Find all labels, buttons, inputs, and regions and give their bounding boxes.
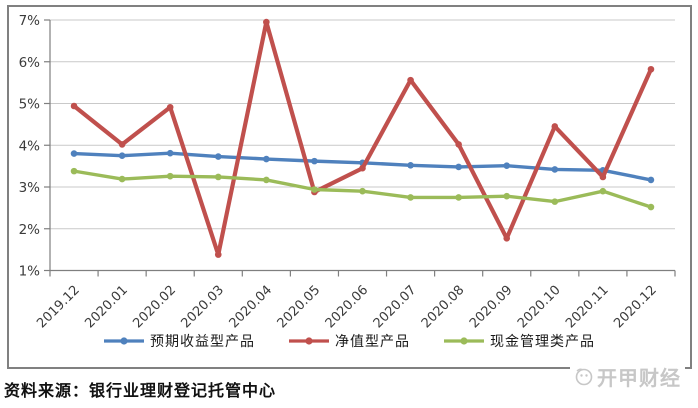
data-point: [118, 152, 126, 159]
y-tick-label: 1%: [19, 264, 41, 280]
x-tick-label: 2020.06: [323, 283, 372, 332]
logo-icon: [575, 368, 593, 386]
data-point: [118, 175, 126, 183]
y-tick-label: 6%: [19, 55, 41, 71]
x-tick-label: 2020.09: [467, 283, 516, 332]
data-point: [503, 235, 511, 242]
data-point: [359, 164, 366, 172]
x-tick-label: 2020.01: [82, 283, 131, 332]
legend-marker: [444, 337, 484, 345]
legend-marker: [289, 337, 329, 345]
legend-label: 预期收益型产品: [150, 334, 255, 350]
y-tick-label: 5%: [19, 97, 41, 113]
data-point: [503, 162, 511, 170]
legend-item-1: 净值型产品: [289, 331, 410, 351]
data-point: [455, 141, 462, 148]
x-tick-label: 2020.12: [611, 283, 660, 332]
x-tick-label: 2020.08: [419, 283, 468, 332]
x-tick-label: 2020.11: [563, 283, 612, 332]
data-point: [214, 153, 222, 160]
data-point: [551, 123, 559, 130]
x-tick-label: 2020.04: [227, 283, 276, 332]
y-tick-label: 4%: [19, 138, 41, 154]
y-tick-label: 3%: [19, 180, 41, 196]
data-point: [214, 251, 222, 258]
data-point: [407, 76, 414, 84]
series-line-1: [71, 19, 654, 257]
data-point: [166, 172, 174, 180]
y-tick-label: 2%: [19, 222, 41, 238]
data-point: [166, 103, 174, 111]
data-point: [407, 194, 414, 201]
legend-item-0: 预期收益型产品: [104, 331, 255, 351]
data-point: [263, 18, 270, 26]
data-point: [647, 176, 655, 184]
source-note: 资料来源：银行业理财登记托管中心: [4, 383, 277, 400]
data-point: [647, 65, 655, 73]
data-point: [551, 166, 559, 173]
x-tick-label: 2020.05: [275, 283, 324, 332]
data-point: [551, 198, 559, 205]
data-point: [407, 161, 414, 169]
logo-text: 开甲财经: [597, 365, 681, 390]
data-point: [311, 186, 318, 193]
x-tick-label: 2020.10: [515, 283, 564, 332]
data-point: [599, 173, 607, 181]
data-point: [599, 187, 607, 195]
data-point: [166, 149, 174, 157]
x-tick-label: 2020.02: [130, 283, 179, 332]
legend-item-2: 现金管理类产品: [444, 331, 595, 351]
data-point: [70, 150, 78, 157]
legend-label: 净值型产品: [335, 334, 410, 350]
data-point: [311, 157, 318, 165]
data-point: [263, 176, 270, 184]
legend-marker: [104, 337, 144, 345]
data-point: [455, 163, 462, 171]
data-point: [263, 155, 270, 163]
data-point: [214, 173, 222, 181]
data-point: [70, 102, 78, 110]
y-tick-label: 7%: [19, 13, 41, 29]
chart-legend: 预期收益型产品 净值型产品 现金管理类产品: [9, 331, 690, 351]
x-tick-label: 2019.12: [34, 283, 83, 332]
data-point: [70, 167, 78, 175]
data-point: [118, 141, 126, 148]
data-point: [503, 192, 511, 200]
data-point: [647, 203, 655, 211]
x-tick-label: 2020.03: [178, 283, 227, 332]
data-point: [455, 194, 462, 201]
logo: 开甲财经: [570, 363, 685, 390]
data-point: [359, 187, 366, 195]
legend-label: 现金管理类产品: [490, 334, 595, 350]
x-tick-label: 2020.07: [371, 283, 420, 332]
